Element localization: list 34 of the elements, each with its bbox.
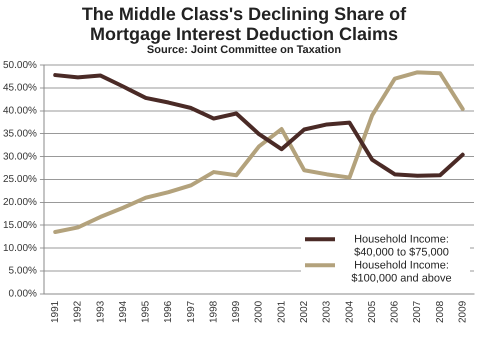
y-tick-label: 40.00% <box>2 106 38 116</box>
y-tick-label: 25.00% <box>2 174 38 186</box>
y-tick-label: 10.00% <box>2 242 38 254</box>
y-tick-label: 5.00% <box>8 266 38 277</box>
x-tick-label: 2009 <box>457 300 468 324</box>
y-tick-label: 50.00% <box>2 60 38 71</box>
x-tick-label: 2006 <box>390 300 401 324</box>
x-tick-label: 1991 <box>50 300 61 324</box>
x-tick-label: 2007 <box>412 300 424 324</box>
x-tick-label: 2004 <box>344 300 356 324</box>
x-tick-label: 2000 <box>254 300 265 324</box>
y-tick-label: 45.00% <box>2 82 38 94</box>
x-tick-label: 1995 <box>140 300 152 324</box>
y-tick-label: 15.00% <box>2 220 38 231</box>
y-tick-label: 20.00% <box>2 197 38 208</box>
legend-label: Household Income: $100,000 and above <box>351 259 452 284</box>
x-tick-label: 1996 <box>163 300 174 324</box>
x-tick-label: 1997 <box>186 300 197 324</box>
y-tick-label: 30.00% <box>2 151 38 162</box>
x-tick-label: 2001 <box>276 300 288 324</box>
chart-title: The Middle Class's Declining Share of Mortgage Interest Deduction Claims <box>80 4 408 44</box>
x-tick-label: 2005 <box>366 300 378 324</box>
x-tick-label: 2002 <box>298 300 310 324</box>
y-tick-label: 35.00% <box>2 128 38 140</box>
x-tick-label: 2008 <box>434 300 446 324</box>
legend-label: Household Income: $40,000 to $75,000 <box>354 233 449 258</box>
x-tick-label: 1999 <box>231 300 242 324</box>
x-tick-label: 2003 <box>322 300 333 324</box>
y-tick-label: 0.00% <box>8 288 38 300</box>
chart-subtitle: Source: Joint Committee on Taxation <box>146 44 342 56</box>
x-tick-label: 1994 <box>118 300 129 324</box>
x-tick-label: 1998 <box>208 300 220 324</box>
x-tick-label: 1992 <box>72 300 84 324</box>
x-tick-label: 1993 <box>95 300 106 324</box>
